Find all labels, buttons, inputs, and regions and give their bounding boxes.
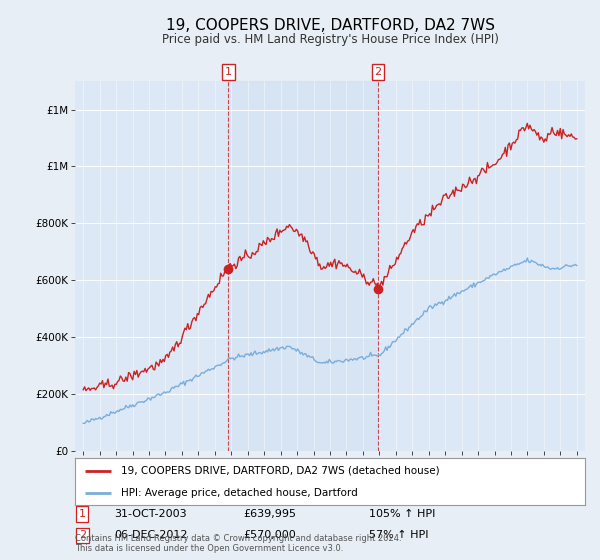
Text: £570,000: £570,000 — [243, 530, 296, 540]
Text: 2: 2 — [374, 67, 382, 77]
Text: 2: 2 — [79, 530, 86, 540]
Text: 1: 1 — [225, 67, 232, 77]
Text: 1: 1 — [79, 509, 86, 519]
Text: 19, COOPERS DRIVE, DARTFORD, DA2 7WS: 19, COOPERS DRIVE, DARTFORD, DA2 7WS — [166, 18, 494, 32]
Bar — [229, 81, 378, 451]
Text: 19, COOPERS DRIVE, DARTFORD, DA2 7WS (detached house): 19, COOPERS DRIVE, DARTFORD, DA2 7WS (de… — [121, 466, 440, 476]
Text: 06-DEC-2012: 06-DEC-2012 — [114, 530, 187, 540]
Text: HPI: Average price, detached house, Dartford: HPI: Average price, detached house, Dart… — [121, 488, 358, 498]
Text: 57% ↑ HPI: 57% ↑ HPI — [369, 530, 428, 540]
Text: Price paid vs. HM Land Registry's House Price Index (HPI): Price paid vs. HM Land Registry's House … — [161, 32, 499, 46]
Text: Contains HM Land Registry data © Crown copyright and database right 2024.
This d: Contains HM Land Registry data © Crown c… — [75, 534, 401, 553]
Text: 31-OCT-2003: 31-OCT-2003 — [114, 509, 187, 519]
Text: 105% ↑ HPI: 105% ↑ HPI — [369, 509, 436, 519]
Text: £639,995: £639,995 — [243, 509, 296, 519]
